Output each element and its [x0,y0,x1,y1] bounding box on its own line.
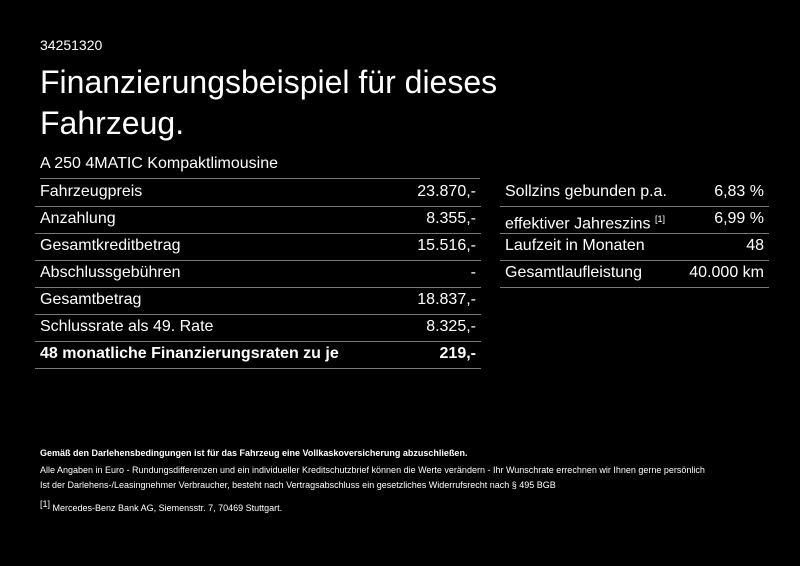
row-label: Abschlussgebühren [40,264,181,281]
table-row: Gesamtlaufleistung 40.000 km [500,261,769,288]
row-value: 15.516,- [417,237,476,254]
title-line: Finanzierungsbeispiel für dieses [40,64,498,100]
table-row: Gesamtbetrag 18.837,- [35,288,481,315]
row-label: Gesamtbetrag [40,291,142,308]
row-value: 8.325,- [426,318,476,335]
footnote: [1] Mercedes-Benz Bank AG, Siemensstr. 7… [40,497,705,516]
row-label-text: Gesamtlaufleistung [505,264,642,281]
row-label-text: Laufzeit in Monaten [505,237,645,254]
row-label: Laufzeit in Monaten [505,234,645,260]
row-label-text: Sollzins gebunden p.a. [505,183,667,200]
offer-id: 34251320 [40,37,103,53]
table-row: Laufzeit in Monaten 48 [500,234,769,261]
left-table: Fahrzeugpreis 23.870,- Anzahlung 8.355,- Ges… [35,180,481,369]
row-label: Gesamtlaufleistung [505,261,642,287]
footer-line: Alle Angaben in Euro - Rundungsdifferenz… [40,465,705,475]
footer-note: Gemäß den Darlehensbedingungen ist für d… [40,448,468,458]
row-note: [1] [655,214,666,224]
table-row: Abschlussgebühren - [35,261,481,288]
row-label-text: effektiver Jahreszins [505,215,651,233]
table-row: Sollzins gebunden p.a. 6,83 % [500,180,769,207]
footnote-text: Mercedes-Benz Bank AG, Siemensstr. 7, 70… [52,503,283,513]
footer: Gemäß den Darlehensbedingungen ist für d… [40,446,705,516]
footer-line: Ist der Darlehens-/Leasingnehmer Verbrau… [40,480,556,490]
row-label: Fahrzeugpreis [40,183,143,200]
footnote-mark: [1] [40,499,51,509]
row-value: 219,- [439,345,476,362]
table-row: Anzahlung 8.355,- [35,207,481,234]
row-value: 8.355,- [426,210,476,227]
row-label: 48 monatliche Finanzierungsraten zu je [40,345,339,362]
row-value: 6,99 % [714,210,764,227]
row-value: 48 [746,237,764,254]
table-row: effektiver Jahreszins [1] 6,99 % [500,207,769,234]
table-row: 48 monatliche Finanzierungsraten zu je 21… [35,342,481,369]
table-row: Gesamtkreditbetrag 15.516,- [35,234,481,261]
model: A 250 4MATIC Kompaktlimousine [40,155,480,179]
table-row: Fahrzeugpreis 23.870,- [35,180,481,207]
row-label: Anzahlung [40,210,116,227]
right-table: Sollzins gebunden p.a. 6,83 % effektiver J… [500,180,769,288]
row-label: Sollzins gebunden p.a. [505,180,667,206]
row-label: Gesamtkreditbetrag [40,237,181,254]
row-label: effektiver Jahreszins [1] [505,207,665,233]
title-line: Fahrzeug. [40,105,185,141]
row-label: Schlussrate als 49. Rate [40,318,214,335]
title: Finanzierungsbeispiel für dieses Fahrzeu… [40,62,497,144]
row-value: 23.870,- [417,183,476,200]
row-value: 40.000 km [689,264,764,281]
row-value: - [470,264,476,281]
row-value: 18.837,- [417,291,476,308]
row-value: 6,83 % [714,183,764,200]
table-row: Schlussrate als 49. Rate 8.325,- [35,315,481,342]
